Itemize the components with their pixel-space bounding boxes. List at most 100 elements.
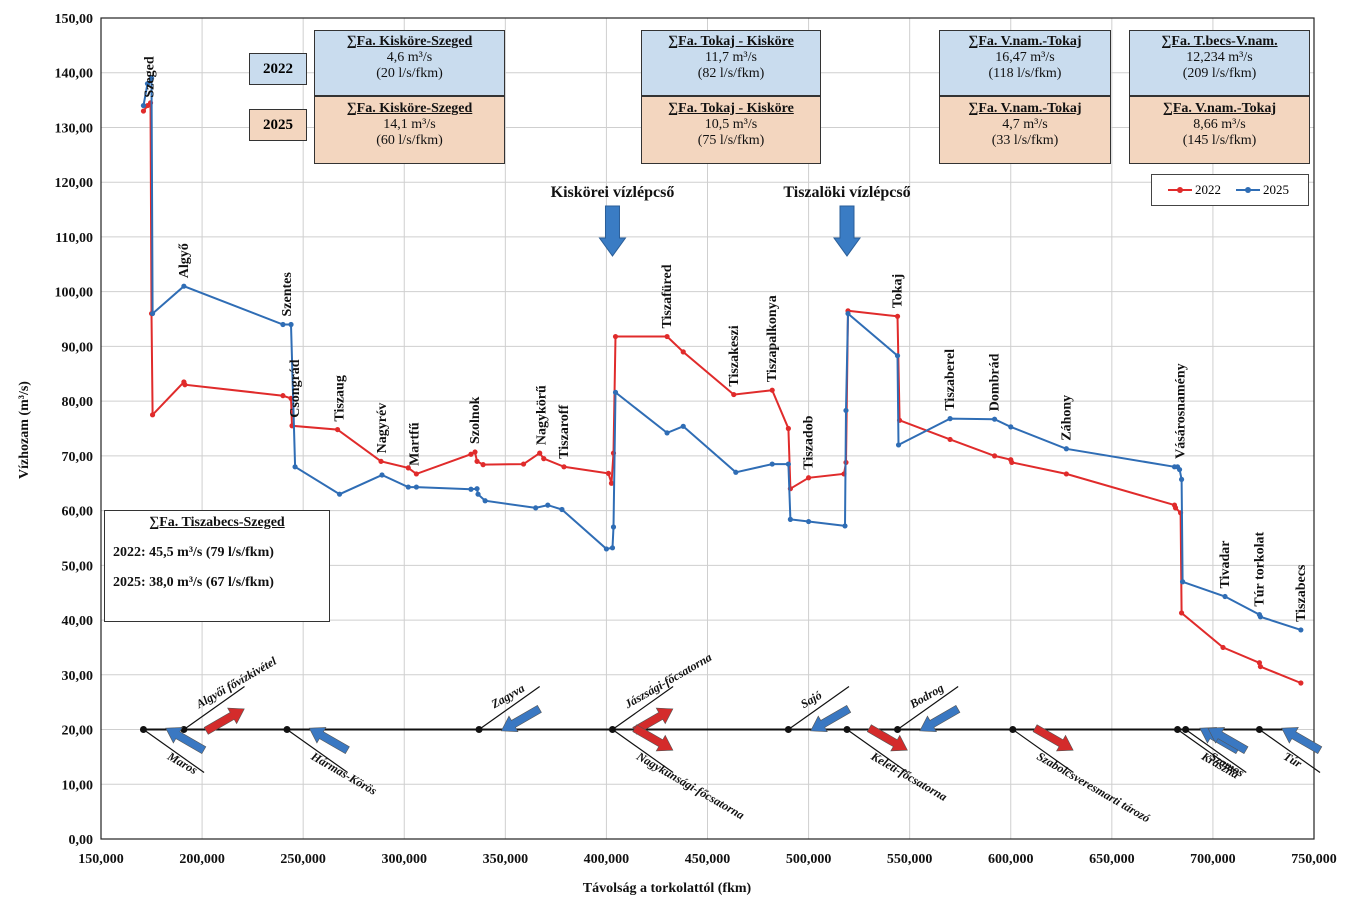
year-label-2025: 2025 (249, 109, 307, 141)
data-point (608, 480, 615, 486)
station-label: Dombrád (988, 353, 1003, 411)
station-label: Tiszabecs (1294, 564, 1309, 622)
data-point (603, 546, 610, 552)
station-label: Tiszaug (333, 375, 348, 421)
data-point (405, 484, 411, 490)
info-box-specific: (75 l/s/fkm) (697, 133, 765, 148)
data-point (520, 461, 527, 467)
x-tick-label: 250,000 (280, 852, 326, 867)
dams: Kiskörei vízlépcső Tiszalöki vízlépcső (551, 184, 911, 257)
station-label: Tiszafüred (660, 264, 675, 328)
arrow-shape (919, 705, 961, 733)
data-point (1008, 424, 1014, 430)
outflow-arrow-icon (866, 724, 908, 752)
data-point (405, 465, 411, 471)
data-point (731, 391, 737, 398)
info-box-flow: 12,234 m³/s (1186, 50, 1253, 65)
inflow-arrow-icon (1281, 727, 1323, 755)
info-box-tbecs-vnam-2025: ∑Fa. V.nam.-Tokaj 8,66 m³/s (145 l/s/fkm… (1129, 96, 1310, 164)
x-tick-label: 750,000 (1291, 852, 1337, 867)
data-point (1063, 471, 1069, 477)
data-point (148, 75, 155, 81)
series-2025 (140, 75, 1304, 633)
data-point (537, 450, 543, 456)
data-point (894, 313, 901, 319)
data-point (680, 349, 686, 355)
data-point (733, 469, 739, 475)
tributary-line (143, 729, 205, 774)
tributary-line (1259, 729, 1321, 774)
tributary-9: Szabolcsveresmarti tározó (1012, 724, 1153, 825)
tributary-label: Maros (164, 749, 200, 778)
info-box-kiskore-szeged-2025: ∑Fa. Kisköre-Szeged 14,1 m³/s (60 l/s/fk… (314, 96, 505, 164)
x-tick-label: 400,000 (584, 852, 630, 867)
station-label: Csongrád (288, 359, 303, 418)
data-point (895, 442, 902, 448)
info-box-flow: 14,1 m³/s (383, 117, 436, 132)
data-point (1178, 610, 1185, 616)
data-point (280, 393, 286, 399)
arrow-shape (500, 705, 542, 733)
data-point (664, 430, 670, 436)
data-point (559, 506, 565, 513)
station-label: Tivadar (1218, 541, 1233, 589)
data-point (468, 451, 474, 457)
y-tick-label: 130,00 (55, 121, 94, 136)
tributaries: Maros Algyői fővízkivétel Hármas-Körös Zagy… (143, 650, 1323, 825)
tributary-2: Hármas-Körös (286, 727, 380, 798)
y-tick-label: 0,00 (69, 833, 94, 848)
data-point (144, 81, 151, 87)
series-lines (140, 75, 1304, 686)
data-point (181, 283, 187, 289)
outflow-arrow-icon (1032, 724, 1074, 752)
summary-title: ∑Fa. Tiszabecs-Szeged (149, 515, 285, 530)
y-tick-label: 60,00 (62, 505, 94, 520)
data-point (472, 449, 478, 455)
tributary-line (612, 729, 674, 774)
tributary-label: Szabolcsveresmarti tározó (1034, 749, 1152, 825)
data-point (805, 518, 812, 525)
info-box-kiskore-szeged-2022: ∑Fa. Kisköre-Szeged 4,6 m³/s (20 l/s/fkm… (314, 30, 505, 96)
data-point (947, 416, 953, 422)
data-point (785, 425, 791, 432)
info-box-title: ∑Fa. Tokaj - Kisköre (668, 101, 794, 116)
data-point (805, 475, 812, 481)
axes (100, 17, 1315, 840)
info-box-title: ∑Fa. Kisköre-Szeged (346, 34, 473, 49)
data-point (612, 389, 619, 395)
data-point (1176, 466, 1183, 473)
data-point (561, 464, 567, 470)
station-label: Tiszakeszi (727, 325, 742, 386)
station-label: Szolnok (468, 396, 483, 444)
inflow-arrow-icon (810, 705, 852, 733)
info-box-vnam-tokaj-2025: ∑Fa. V.nam.-Tokaj 4,7 m³/s (33 l/s/fkm) (939, 96, 1111, 164)
x-tick-label: 350,000 (483, 852, 529, 867)
data-point (292, 464, 298, 470)
info-box-specific: (60 l/s/fkm) (376, 133, 443, 148)
info-box-flow: 16,47 m³/s (995, 50, 1055, 65)
dam-arrow-icon (833, 205, 861, 257)
y-tick-label: 100,00 (55, 286, 94, 301)
y-tick-label: 90,00 (62, 340, 94, 355)
data-point (474, 486, 480, 492)
data-point (533, 505, 539, 511)
info-box-flow: 8,66 m³/s (1193, 117, 1246, 132)
info-box-specific: (82 l/s/fkm) (697, 66, 765, 81)
data-point (1298, 680, 1304, 686)
data-point (413, 471, 419, 477)
info-box-specific: (209 l/s/fkm) (1182, 66, 1257, 81)
tributary-line (286, 729, 348, 774)
tributary-label: Bodrog (906, 681, 946, 712)
tributary-line (1177, 729, 1239, 774)
data-point (288, 321, 294, 328)
data-point (610, 524, 617, 530)
data-point (1063, 446, 1069, 452)
data-point (413, 484, 419, 490)
station-label: Tokaj (891, 274, 906, 309)
info-box-title: ∑Fa. Kisköre-Szeged (346, 101, 473, 116)
y-tick-label: 70,00 (62, 450, 94, 465)
dam-label: Tiszalöki vízlépcső (783, 184, 910, 201)
data-point (545, 502, 551, 508)
legend-label-2025: 2025 (1263, 182, 1289, 197)
